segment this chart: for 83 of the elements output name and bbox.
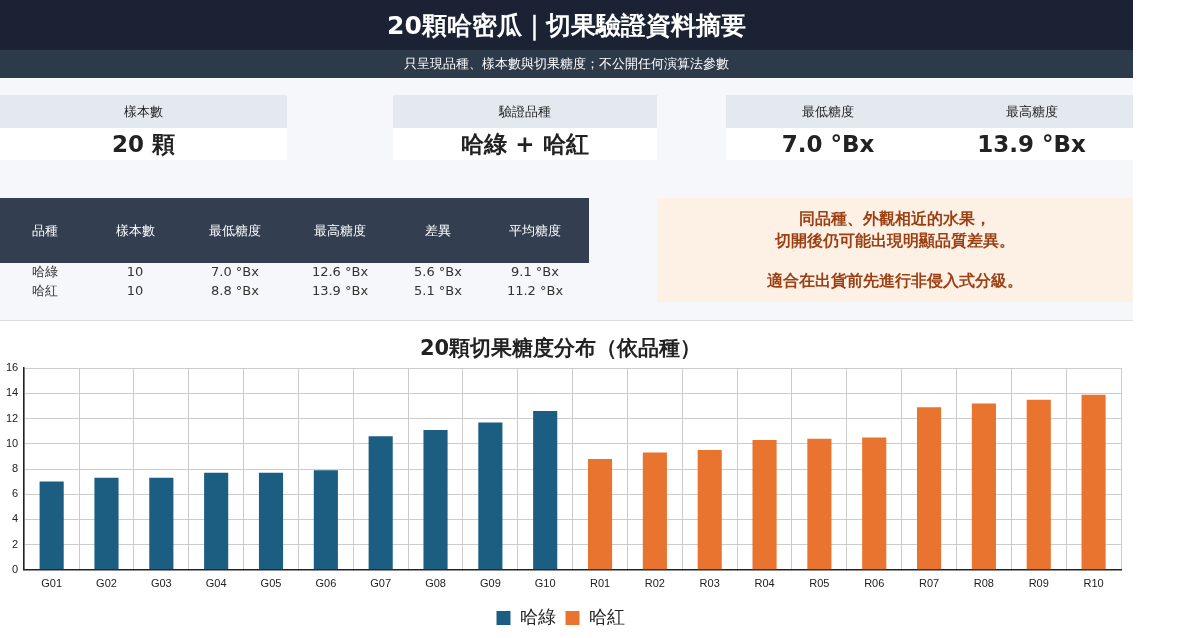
x-tick-label: R05 [809, 577, 830, 590]
bar [533, 411, 558, 570]
y-tick-label: 10 [5, 436, 19, 449]
x-tick-label: G03 [150, 577, 172, 590]
x-tick-label: G10 [534, 577, 556, 590]
bar [1026, 399, 1051, 570]
text: 樣本數 [0, 95, 287, 128]
x-tick-label: G05 [260, 577, 282, 590]
bar [697, 450, 722, 570]
bar [807, 438, 832, 570]
bar [642, 452, 667, 570]
x-tick-label: G07 [370, 577, 392, 590]
bar [39, 481, 64, 570]
text: 11.2 °Bx [505, 282, 565, 300]
x-tick-label: G09 [479, 577, 501, 590]
x-tick-label: R04 [754, 577, 775, 590]
bar [587, 458, 613, 570]
bar [368, 436, 393, 570]
x-tick-label: G02 [96, 577, 117, 590]
y-tick-label: 14 [5, 386, 19, 399]
text: 5.6 °Bx [413, 263, 463, 281]
x-tick-label: R02 [644, 577, 665, 590]
x-tick-label: G06 [315, 577, 337, 590]
x-tick-label: R03 [699, 577, 720, 590]
text: 最高糖度 [313, 221, 367, 240]
text: 驗證品種 [393, 95, 657, 128]
y-tick-label: 4 [12, 512, 19, 525]
bar [423, 429, 448, 570]
y-tick-label: 8 [12, 462, 19, 475]
text: 適合在出貨前先進行非侵入式分級。 [767, 270, 1023, 292]
text: 10 [125, 263, 145, 281]
text: 最低糖度 [208, 221, 262, 240]
text: 最高糖度 [930, 95, 1133, 128]
text: 5.1 °Bx [413, 282, 463, 300]
y-tick-label: 0 [12, 562, 19, 575]
bar [478, 422, 503, 570]
text: 平均糖度 [508, 221, 562, 240]
text: 最低糖度 [726, 95, 930, 128]
bar [94, 477, 119, 570]
y-tick-label: 2 [12, 537, 19, 550]
x-tick-label: R07 [918, 577, 940, 590]
x-tick-label: G01 [41, 577, 63, 590]
text: 品種 [31, 221, 59, 240]
text: 8.8 °Bx [210, 282, 260, 300]
y-tick-label: 12 [5, 411, 19, 424]
x-tick-label: R10 [1083, 577, 1104, 590]
legend-label: 哈綠 [519, 605, 556, 627]
x-tick-label: R01 [589, 577, 611, 590]
bar [258, 472, 284, 570]
text: 哈綠 + 哈紅 [393, 128, 657, 160]
y-tick-label: 16 [5, 361, 19, 374]
bar [149, 477, 174, 570]
text: 7.0 °Bx [210, 263, 260, 281]
x-tick-label: R09 [1028, 577, 1049, 590]
y-tick-label: 6 [12, 487, 19, 500]
x-tick-label: G08 [425, 577, 446, 590]
text: 切開後仍可能出現明顯品質差異。 [775, 230, 1015, 252]
text: 哈綠 [31, 262, 59, 281]
chart-title: 20顆切果糖度分布（依品種） [419, 336, 702, 361]
text: 7.0 °Bx [726, 128, 930, 160]
text: 13.9 °Bx [310, 282, 370, 300]
text: 差異 [424, 221, 452, 240]
bar [1081, 394, 1106, 570]
text: 哈紅 [31, 281, 59, 300]
bar [862, 437, 887, 570]
bar [313, 470, 338, 570]
text: 10 [125, 282, 145, 300]
text: 樣本數 [114, 221, 156, 240]
text: 9.1 °Bx [510, 263, 560, 281]
legend-label: 哈紅 [588, 605, 625, 627]
x-tick-label: G04 [205, 577, 227, 590]
text: 20 顆 [0, 128, 287, 160]
text: 20顆哈密瓜｜切果驗證資料摘要 [0, 0, 1133, 50]
bar [204, 472, 229, 570]
text: 12.6 °Bx [310, 263, 370, 281]
text: 13.9 °Bx [930, 128, 1133, 160]
x-tick-label: R08 [973, 577, 994, 590]
bar [917, 407, 942, 570]
text: 只呈現品種、樣本數與切果糖度；不公開任何演算法參數 [0, 50, 1133, 78]
text: 同品種、外觀相近的水果， [799, 208, 991, 230]
bar [752, 440, 777, 570]
x-tick-label: R06 [864, 577, 885, 590]
bar [971, 403, 996, 570]
